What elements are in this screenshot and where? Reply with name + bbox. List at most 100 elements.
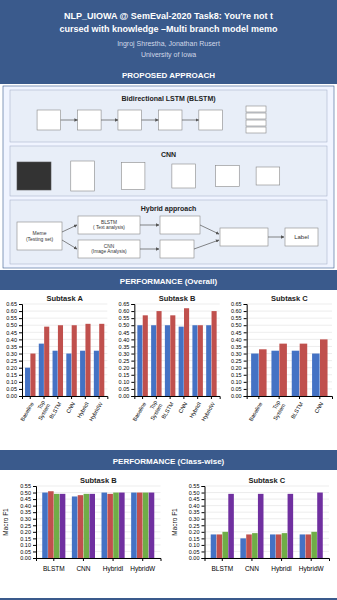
y-tick-label: 0.55 xyxy=(6,315,17,321)
y-tick-label: 0.10 xyxy=(20,542,31,548)
header-title: cursed with knowledge –Multi branch mode… xyxy=(59,24,278,34)
diagram-arrow xyxy=(62,240,77,249)
bar xyxy=(292,351,300,396)
diagram-box xyxy=(216,166,240,187)
tick-mark xyxy=(19,389,22,390)
bar xyxy=(60,494,66,558)
tick-mark xyxy=(131,339,134,340)
diagram-box xyxy=(17,222,62,250)
bar xyxy=(84,494,90,558)
bar xyxy=(39,344,44,396)
y-axis: 0.000.050.100.150.200.250.300.350.400.45… xyxy=(119,301,135,399)
y-axis: 0.000.050.100.150.200.250.300.350.400.45… xyxy=(189,483,205,561)
grid-line xyxy=(205,518,330,519)
y-tick-label: 0.05 xyxy=(231,386,242,392)
y-tick-label: 0.40 xyxy=(231,337,242,343)
bar xyxy=(66,354,71,396)
panel-background xyxy=(0,272,337,450)
bars xyxy=(137,308,216,396)
y-tick: 0.10 xyxy=(20,542,36,548)
y-tick-label: 0.30 xyxy=(119,351,130,357)
y-tick: 0.45 xyxy=(6,330,22,336)
tick-mark xyxy=(44,396,45,399)
x-tick: BLSTM xyxy=(43,558,65,572)
grid xyxy=(205,486,330,558)
section-title: PERFORMANCE (Overall) xyxy=(120,277,218,286)
y-tick-label: 0.20 xyxy=(231,365,242,371)
tick-mark xyxy=(244,396,247,397)
tick-mark xyxy=(244,382,247,383)
y-tick: 0.20 xyxy=(20,529,36,535)
y-tick-label: 0.40 xyxy=(6,337,17,343)
axis-line xyxy=(23,397,108,400)
bar xyxy=(78,495,84,558)
grid-line xyxy=(134,311,219,312)
text-line: BLSTM xyxy=(290,401,305,420)
diagram-arrow xyxy=(182,120,199,121)
bar xyxy=(119,493,125,558)
diagram-label: CNN xyxy=(161,151,176,158)
y-tick-label: 0.20 xyxy=(6,365,17,371)
x-tick: HybridW xyxy=(299,558,325,573)
grid-line xyxy=(205,512,330,513)
bar xyxy=(192,325,197,396)
grid-line xyxy=(22,346,107,347)
text-line: CNN xyxy=(76,565,90,572)
y-tick: 0.55 xyxy=(119,315,135,321)
tick-mark xyxy=(99,396,100,399)
bars xyxy=(211,493,323,558)
x-tick-label: Baseline xyxy=(131,401,147,422)
y-tick-label: 0.25 xyxy=(20,523,31,529)
tick-mark xyxy=(244,375,247,376)
diagram-box xyxy=(78,240,140,258)
x-tick-label: HybridI xyxy=(271,565,292,573)
tick-mark xyxy=(19,346,22,347)
y-tick-label: 0.05 xyxy=(20,549,31,555)
text-line: CNN xyxy=(245,565,259,572)
bar xyxy=(80,351,85,396)
diagram-arrow xyxy=(268,237,284,238)
grid-line xyxy=(22,311,107,312)
diagram-box xyxy=(118,110,142,130)
tick-mark xyxy=(202,532,205,533)
x-tick: HybridW xyxy=(200,396,216,422)
tick-mark xyxy=(244,325,247,326)
x-axis: BLSTMCNNHybridIHybridW xyxy=(37,558,162,573)
x-tick: HybridI xyxy=(76,396,90,419)
tick-mark xyxy=(33,532,36,533)
bar xyxy=(48,491,54,558)
y-tick: 0.05 xyxy=(20,549,36,555)
y-tick: 0.20 xyxy=(119,365,135,371)
y-tick-label: 0.60 xyxy=(231,308,242,314)
bar xyxy=(137,325,142,396)
x-tick-label: CNN xyxy=(177,401,188,414)
x-axis: BaselineTopSystemBLSTMCNNHybridIHybridW xyxy=(19,396,108,422)
text-line: BLSTM xyxy=(160,401,175,420)
text-line: PROPOSED APPROACH xyxy=(122,71,215,80)
x-tick: BLSTM xyxy=(290,396,305,420)
y-tick: 0.40 xyxy=(119,337,135,343)
y-tick-label: 0.00 xyxy=(119,393,130,399)
x-tick-label: CNN xyxy=(65,401,76,414)
x-tick: CNN xyxy=(245,558,259,572)
y-tick-label: 0.45 xyxy=(119,330,130,336)
bar xyxy=(258,494,264,558)
x-tick-label: BLSTM xyxy=(43,565,65,572)
text-line: HybridI xyxy=(188,401,202,419)
y-tick: 0.10 xyxy=(189,542,205,548)
y-tick-label: 0.55 xyxy=(20,483,31,489)
bar xyxy=(211,534,217,558)
bar xyxy=(42,493,48,558)
tick-mark xyxy=(244,346,247,347)
x-tick: HybridI xyxy=(271,558,292,573)
text-line: CNN xyxy=(313,401,324,414)
chart-title: Subtask B xyxy=(80,476,117,485)
y-tick: 0.00 xyxy=(231,393,247,399)
tick-mark xyxy=(33,506,36,507)
x-tick: HybridI xyxy=(188,396,202,419)
x-tick-label: HybridW xyxy=(200,400,216,422)
y-tick: 0.00 xyxy=(6,393,22,399)
bar xyxy=(53,351,58,396)
tick-mark xyxy=(202,538,205,539)
grid-line xyxy=(22,304,107,305)
